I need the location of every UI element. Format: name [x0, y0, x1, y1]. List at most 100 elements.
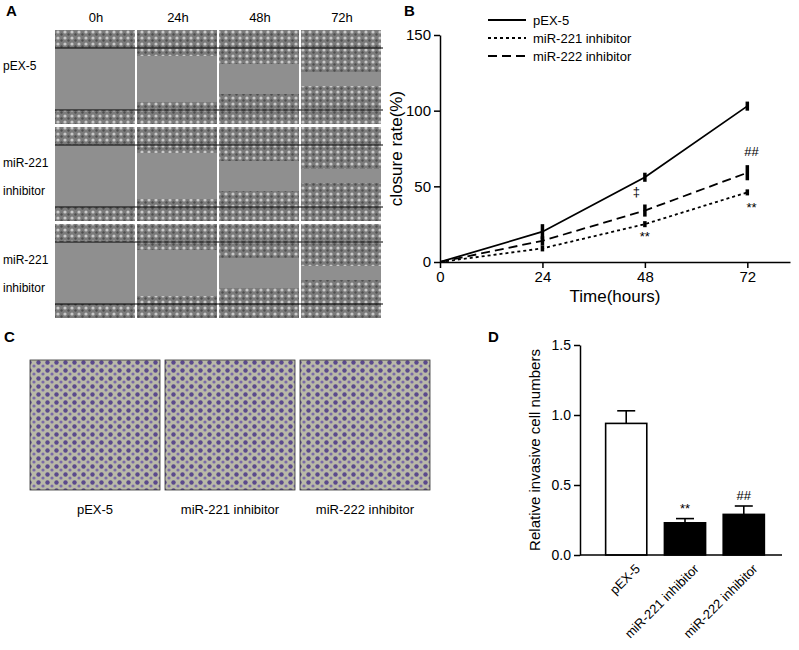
- axis: 050100150: [406, 26, 441, 270]
- axis-line: [580, 346, 582, 556]
- tick: pEX-5: [607, 555, 643, 597]
- error-bar: [746, 165, 750, 180]
- y-axis-title: Relative invasive cell numbers: [526, 349, 543, 551]
- error-bar: [746, 102, 750, 111]
- legend-label: miR-222 inhibitor: [533, 49, 632, 64]
- cell-layer: [137, 30, 217, 56]
- cell-layer: [219, 191, 299, 221]
- panel-label: B: [404, 2, 415, 19]
- wound-edge: [55, 207, 383, 208]
- error-bar: [643, 204, 647, 216]
- tick: 0.0: [552, 547, 580, 563]
- column-header: 24h: [167, 10, 189, 25]
- error-cap: [617, 410, 635, 412]
- legend-swatch: [488, 37, 526, 39]
- row-label: miR-221inhibitor: [3, 253, 49, 295]
- tick: 72: [739, 262, 756, 285]
- row-label-line: inhibitor: [3, 281, 45, 295]
- axis: 0.0 0.5 1.0 1.5: [552, 337, 581, 563]
- cell-layer: [301, 224, 381, 266]
- legend-swatch: [488, 55, 526, 57]
- tick-label: 150: [406, 26, 431, 43]
- image-label: miR-222 inhibitor: [316, 502, 415, 517]
- error-bar: [541, 245, 545, 251]
- tick: 24: [535, 262, 552, 285]
- column-header: 72h: [331, 10, 353, 25]
- series-line: [440, 173, 747, 262]
- tick-label: 0: [423, 253, 431, 270]
- error-bar: [541, 236, 545, 245]
- bar: [723, 514, 764, 555]
- x-axis-title: Time(hours): [570, 287, 661, 306]
- cell-layer: [219, 288, 299, 318]
- row-label-line: pEX-5: [3, 59, 37, 73]
- axis: pEX-5miR-221 inhibitormiR-222 inhibitor: [580, 555, 782, 641]
- legend-label: miR-221 inhibitor: [533, 31, 632, 46]
- tick: 150: [406, 26, 440, 43]
- error-bar: [625, 411, 627, 424]
- tick-mark: [434, 110, 440, 112]
- error-bar: [643, 221, 647, 227]
- cell-layer: [55, 304, 135, 318]
- cell-layer: [301, 30, 381, 72]
- cell-layer: [301, 127, 381, 169]
- annotation: **: [680, 501, 690, 516]
- tick-label: 1.0: [552, 407, 572, 423]
- tick-label: 50: [414, 178, 431, 195]
- annotation: **: [640, 229, 650, 244]
- tick-label: miR-222 inhibitor: [680, 561, 761, 642]
- cell-layer: [137, 102, 217, 124]
- cell-layer: [55, 224, 135, 242]
- tick: 0: [423, 253, 440, 270]
- tick: 48: [637, 262, 654, 285]
- bar: [606, 423, 647, 555]
- image-label: pEX-5: [77, 502, 113, 517]
- series-line: [440, 106, 747, 262]
- wound-edge: [55, 145, 383, 146]
- cell-layer: [137, 199, 217, 221]
- error-bar: [746, 189, 750, 195]
- plot-area: [606, 411, 765, 555]
- y-axis-title: closure rate(%): [387, 91, 406, 206]
- panel-label: A: [6, 2, 17, 19]
- axis: 0 24 48 72: [436, 262, 790, 285]
- cell-layer: [137, 296, 217, 318]
- cell-layer: [55, 30, 135, 48]
- tick: miR-222 inhibitor: [680, 555, 761, 641]
- axis-line: [441, 262, 791, 264]
- panel-label: C: [4, 328, 15, 345]
- bar: [664, 523, 705, 555]
- annotation: ##: [737, 488, 752, 503]
- row-label: miR-221 inhibitor: [3, 156, 49, 198]
- panel-label: D: [488, 328, 499, 345]
- annotation: ‡: [633, 184, 640, 199]
- tick: 1.0: [552, 407, 580, 423]
- tick-label: 24: [535, 268, 552, 285]
- error-bar: [743, 506, 745, 514]
- plot-area: [440, 102, 747, 262]
- annotation: **: [747, 200, 757, 215]
- cell-layer: [301, 280, 381, 318]
- tick-label: 72: [739, 268, 756, 285]
- wound-edge: [55, 304, 383, 305]
- cell-layer: [55, 127, 135, 145]
- tick: 1.5: [552, 337, 580, 353]
- cell-layer: [137, 127, 217, 153]
- tick-mark: [434, 186, 440, 188]
- cell-layer: [55, 207, 135, 221]
- column-header: 48h: [249, 10, 271, 25]
- tick-mark: [434, 262, 440, 264]
- error-cap: [735, 505, 753, 507]
- wound-edge: [55, 110, 383, 111]
- legend: pEX-5miR-221 inhibitormiR-222 inhibitor: [488, 13, 632, 64]
- tick-label: 1.5: [552, 337, 572, 353]
- row-label-line: inhibitor: [3, 184, 45, 198]
- tick: 0.5: [552, 477, 580, 493]
- legend-swatch: [488, 19, 526, 21]
- row-label-line: miR-221: [3, 156, 49, 170]
- wound-edge: [55, 242, 383, 243]
- tick-mark: [574, 555, 580, 557]
- tick: 0: [436, 262, 444, 285]
- micrograph: [300, 360, 430, 490]
- cell-layer: [219, 30, 299, 64]
